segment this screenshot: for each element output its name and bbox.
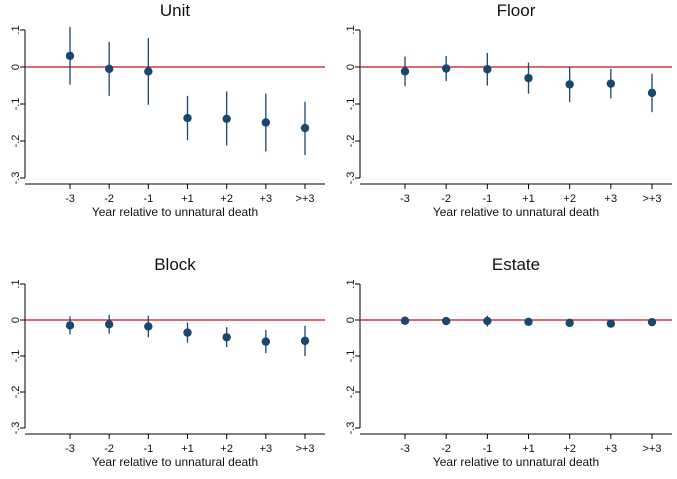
x-tick-label: +3	[260, 193, 273, 205]
x-tick-label: -3	[65, 193, 75, 205]
point-estimate	[606, 319, 616, 328]
point-estimate	[524, 317, 533, 326]
y-tick-label: -.3	[10, 422, 22, 435]
x-tick-label: +1	[181, 443, 194, 455]
panel-unit: Unit .1 0 -.1 -.2 -.3 -3 -2 -1 +1 +2 +3 >+3 Year rela…	[10, 1, 325, 219]
x-tick-label: +3	[605, 193, 618, 205]
point-estimate	[65, 51, 75, 61]
x-tick-label: +1	[522, 193, 535, 205]
y-tick-label: -.2	[10, 386, 22, 399]
y-tick-label: 0	[10, 64, 22, 70]
y-tick-label: 0	[10, 317, 22, 323]
y-tick-label: -.2	[10, 135, 22, 148]
y-tick-label: -.1	[10, 98, 22, 111]
point-estimate	[261, 118, 271, 127]
point-estimate	[606, 79, 616, 88]
x-tick-label: -2	[441, 193, 451, 205]
point-estimate	[144, 67, 153, 76]
point-estimate	[647, 88, 657, 98]
x-tick-label: >+3	[643, 443, 662, 455]
point-estimate	[183, 113, 192, 123]
point-estimate	[104, 64, 114, 74]
point-estimate	[300, 123, 310, 133]
x-tick-label: -3	[65, 443, 75, 455]
point-estimate	[524, 73, 533, 83]
x-tick-label: +2	[563, 443, 576, 455]
x-tick-label: -1	[482, 193, 492, 205]
y-tick-label: 0	[345, 317, 357, 323]
point-estimate	[565, 318, 574, 328]
x-tick-label: -3	[400, 193, 410, 205]
x-axis-label: Year relative to unnatural death	[92, 455, 258, 469]
panel-title: Unit	[160, 1, 191, 20]
y-tick-label: -.2	[345, 386, 357, 399]
point-estimate	[647, 317, 657, 327]
point-estimate	[441, 316, 451, 326]
x-axis-label: Year relative to unnatural death	[433, 205, 599, 219]
x-axis-label: Year relative to unnatural death	[92, 205, 258, 219]
x-tick-label: -2	[104, 443, 114, 455]
x-tick-label: +1	[181, 193, 194, 205]
x-tick-label: +1	[522, 443, 535, 455]
x-tick-label: >+3	[296, 193, 315, 205]
point-estimate	[222, 114, 231, 124]
x-tick-label: >+3	[643, 193, 662, 205]
point-estimate	[144, 322, 153, 331]
point-estimate	[483, 65, 492, 74]
y-tick-label: 0	[345, 64, 357, 70]
x-tick-label: -1	[482, 443, 492, 455]
point-estimate	[400, 67, 410, 76]
panel-title: Estate	[492, 255, 540, 274]
x-tick-label: -2	[441, 443, 451, 455]
x-tick-label: >+3	[296, 443, 315, 455]
point-estimate	[300, 336, 310, 346]
y-tick-label: -.3	[345, 422, 357, 435]
point-estimate	[441, 64, 451, 73]
y-tick-label: .1	[345, 25, 357, 34]
point-estimate	[261, 337, 271, 346]
y-tick-label: -.1	[345, 350, 357, 363]
x-tick-label: -1	[143, 193, 153, 205]
x-tick-label: -1	[143, 443, 153, 455]
x-tick-label: +2	[563, 193, 576, 205]
point-estimate	[565, 80, 574, 89]
y-tick-label: -.2	[345, 135, 357, 148]
x-tick-label: +3	[605, 443, 618, 455]
y-tick-label: .1	[10, 25, 22, 34]
panel-estate: Estate .1 0 -.1 -.2 -.3 -3 -2 -1 +1 +2 +3 >+3 Year re…	[345, 255, 672, 469]
y-tick-label: -.3	[10, 172, 22, 185]
x-tick-label: +2	[220, 443, 233, 455]
y-tick-label: -.1	[10, 350, 22, 363]
x-tick-label: +3	[260, 443, 273, 455]
panel-title: Floor	[497, 1, 536, 20]
panel-block: Block .1 0 -.1 -.2 -.3 -3 -2 -1 +1 +2 +3 >+3 Year rel…	[10, 255, 325, 469]
panel-title: Block	[154, 255, 196, 274]
panel-floor: Floor .1 0 -.1 -.2 -.3 -3 -2 -1 +1 +2 +3 >+3 Year rel…	[345, 1, 672, 219]
y-tick-label: .1	[10, 279, 22, 288]
x-tick-label: +2	[220, 193, 233, 205]
y-tick-label: .1	[345, 279, 357, 288]
y-tick-label: -.3	[345, 172, 357, 185]
point-estimate	[222, 333, 231, 342]
point-estimate	[104, 320, 114, 329]
point-estimate	[183, 328, 192, 337]
point-estimate	[483, 316, 492, 326]
point-estimate	[400, 316, 410, 325]
x-axis-label: Year relative to unnatural death	[433, 455, 599, 469]
point-estimate	[65, 321, 75, 330]
x-tick-label: -3	[400, 443, 410, 455]
y-tick-label: -.1	[345, 98, 357, 111]
x-tick-label: -2	[104, 193, 114, 205]
